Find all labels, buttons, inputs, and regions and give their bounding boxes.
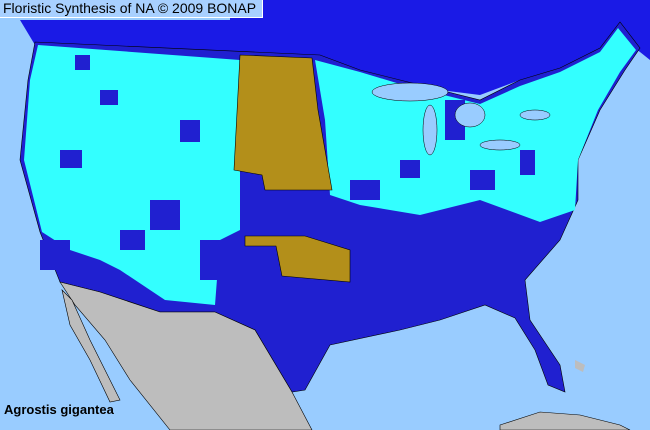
state-nd-sd-ne (233, 54, 333, 191)
map-title: Floristic Synthesis of NA © 2009 BONAP (0, 0, 264, 18)
baja-california (61, 289, 121, 403)
canada (20, 0, 650, 95)
absent-patches (40, 55, 535, 280)
bahamas (575, 360, 585, 372)
mexico (59, 281, 313, 430)
great-lakes (371, 82, 551, 156)
state-ok (244, 235, 351, 283)
species-name: Agrostis gigantea (4, 402, 114, 417)
present-region-west (24, 45, 240, 305)
cuba (499, 411, 631, 430)
